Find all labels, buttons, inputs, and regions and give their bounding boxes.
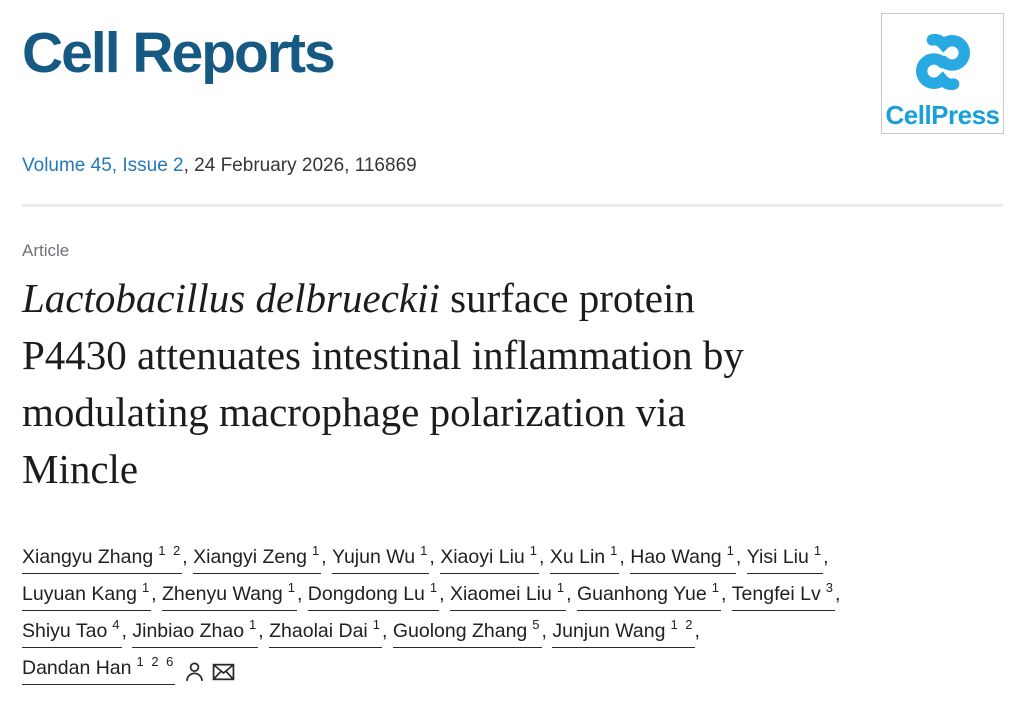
header-divider	[22, 204, 1003, 207]
author-separator: ,	[735, 546, 747, 568]
author-separator: ,	[619, 546, 631, 568]
author-link[interactable]: Tengfei Lv 3	[731, 579, 835, 611]
author-name: Dongdong Lu	[307, 583, 425, 605]
author-row: Xiangyu Zhang 1 2, Xiangyi Zeng 1, Yujun W…	[22, 542, 1003, 574]
author-affiliation-sup: 1	[311, 542, 322, 558]
author-link[interactable]: Guolong Zhang 5	[392, 616, 542, 648]
author-name: Yisi Liu	[746, 546, 809, 568]
author-link[interactable]: Luyuan Kang 1	[22, 579, 152, 611]
article-type-label: Article	[22, 241, 70, 260]
title-line: Mincle	[22, 446, 139, 492]
author-affiliation-sup: 1	[420, 542, 430, 558]
envelope-icon[interactable]	[212, 662, 235, 682]
author-link[interactable]: Dongdong Lu 1	[307, 579, 440, 611]
author-name: Xiaoyi Liu	[440, 546, 525, 568]
author-affiliation-sup: 1	[287, 579, 297, 595]
author-link[interactable]: Junjun Wang 1 2	[552, 616, 695, 648]
cellpress-glyph-icon	[915, 33, 970, 91]
author-link[interactable]: Zhaolai Dai 1	[269, 616, 382, 648]
author-link[interactable]: Shiyu Tao 4	[22, 616, 122, 648]
author-name: Tengfei Lv	[731, 583, 821, 605]
author-affiliation-sup: 1	[556, 579, 567, 595]
author-separator: ,	[296, 583, 308, 605]
citation-date-id: , 24 February 2026, 116869	[183, 155, 417, 176]
author-name: Junjun Wang	[552, 620, 666, 642]
author-name: Zhenyu Wang	[162, 583, 283, 605]
author-name: Dandan Han	[22, 657, 132, 679]
cellpress-logo[interactable]: CellPress	[881, 13, 1004, 134]
corresponding-author-icons	[184, 659, 242, 684]
author-name: Xiangyu Zhang	[22, 546, 154, 568]
author-affiliation-sup: 1 2	[670, 616, 695, 632]
author-separator: ,	[258, 620, 270, 642]
author-name: Hao Wang	[630, 546, 722, 568]
author-affiliation-sup: 1	[249, 616, 259, 632]
title-line: P4430 attenuates intestinal inflammation…	[22, 332, 744, 378]
author-link[interactable]: Xu Lin 1	[549, 542, 620, 574]
author-link[interactable]: Xiaomei Liu 1	[449, 579, 567, 611]
author-separator: ,	[321, 546, 333, 568]
author-name: Shiyu Tao	[22, 620, 108, 642]
author-affiliation-sup: 1	[372, 616, 382, 632]
author-separator: ,	[566, 583, 577, 605]
author-affiliation-sup: 1	[529, 542, 540, 558]
author-affiliation-sup: 1	[429, 579, 440, 595]
author-separator: ,	[182, 546, 194, 568]
author-separator: ,	[439, 583, 450, 605]
author-affiliation-sup: 1	[610, 542, 620, 558]
author-affiliation-sup: 1	[813, 542, 824, 558]
author-name: Xiaomei Liu	[449, 583, 552, 605]
author-affiliation-sup: 1	[141, 579, 152, 595]
author-link[interactable]: Yisi Liu 1	[746, 542, 824, 574]
author-separator: ,	[121, 620, 133, 642]
author-affiliation-sup: 1	[711, 579, 721, 595]
title-line: modulating macrophage polarization via	[22, 389, 686, 435]
author-link[interactable]: Yujun Wu 1	[332, 542, 430, 574]
author-affiliation-sup: 1 2 6	[136, 653, 176, 669]
article-title: Lactobacillus delbrueckii surface protei…	[22, 270, 1003, 498]
author-name: Xiangyi Zeng	[193, 546, 307, 568]
author-separator: ,	[539, 546, 550, 568]
person-icon[interactable]	[184, 661, 205, 683]
author-affiliation-sup: 5	[532, 616, 542, 632]
author-link[interactable]: Xiangyu Zhang 1 2	[22, 542, 183, 574]
author-affiliation-sup: 1	[726, 542, 736, 558]
author-name: Luyuan Kang	[22, 583, 137, 605]
author-row: Dandan Han 1 2 6	[22, 653, 1003, 685]
journal-title[interactable]: Cell Reports	[22, 21, 336, 85]
author-separator: ,	[834, 583, 841, 605]
author-row: Shiyu Tao 4, Jinbiao Zhao 1, Zhaolai Dai 1,…	[22, 616, 1003, 648]
cellpress-logo-label: CellPress	[885, 100, 1000, 130]
author-separator: ,	[151, 583, 163, 605]
author-link[interactable]: Hao Wang 1	[630, 542, 736, 574]
citation-line: Volume 45, Issue 2, 24 February 2026, 11…	[22, 154, 1003, 178]
author-name: Xu Lin	[549, 546, 606, 568]
author-list: Xiangyu Zhang 1 2, Xiangyi Zeng 1, Yujun W…	[22, 542, 1003, 685]
author-separator: ,	[694, 620, 700, 642]
author-separator: ,	[382, 620, 393, 642]
author-link[interactable]: Zhenyu Wang 1	[162, 579, 297, 611]
author-link[interactable]: Xiangyi Zeng 1	[193, 542, 322, 574]
volume-issue-link[interactable]: Volume 45, Issue 2	[22, 155, 184, 176]
author-name: Guanhong Yue	[576, 583, 707, 605]
author-name: Guolong Zhang	[392, 620, 528, 642]
author-separator: ,	[541, 620, 553, 642]
author-affiliation-sup: 4	[112, 616, 122, 632]
author-separator: ,	[720, 583, 732, 605]
author-link[interactable]: Dandan Han 1 2 6	[22, 653, 176, 685]
author-link[interactable]: Jinbiao Zhao 1	[132, 616, 259, 648]
author-row: Luyuan Kang 1, Zhenyu Wang 1, Dongdong Lu 1…	[22, 579, 1003, 611]
title-line: Lactobacillus delbrueckii surface protei…	[22, 275, 695, 321]
author-separator: ,	[823, 546, 829, 568]
author-name: Zhaolai Dai	[269, 620, 368, 642]
author-link[interactable]: Guanhong Yue 1	[576, 579, 721, 611]
author-affiliation-sup: 3	[825, 579, 835, 595]
author-affiliation-sup: 1 2	[158, 542, 183, 558]
author-name: Yujun Wu	[332, 546, 416, 568]
author-separator: ,	[429, 546, 441, 568]
author-link[interactable]: Xiaoyi Liu 1	[440, 542, 540, 574]
author-name: Jinbiao Zhao	[132, 620, 245, 642]
